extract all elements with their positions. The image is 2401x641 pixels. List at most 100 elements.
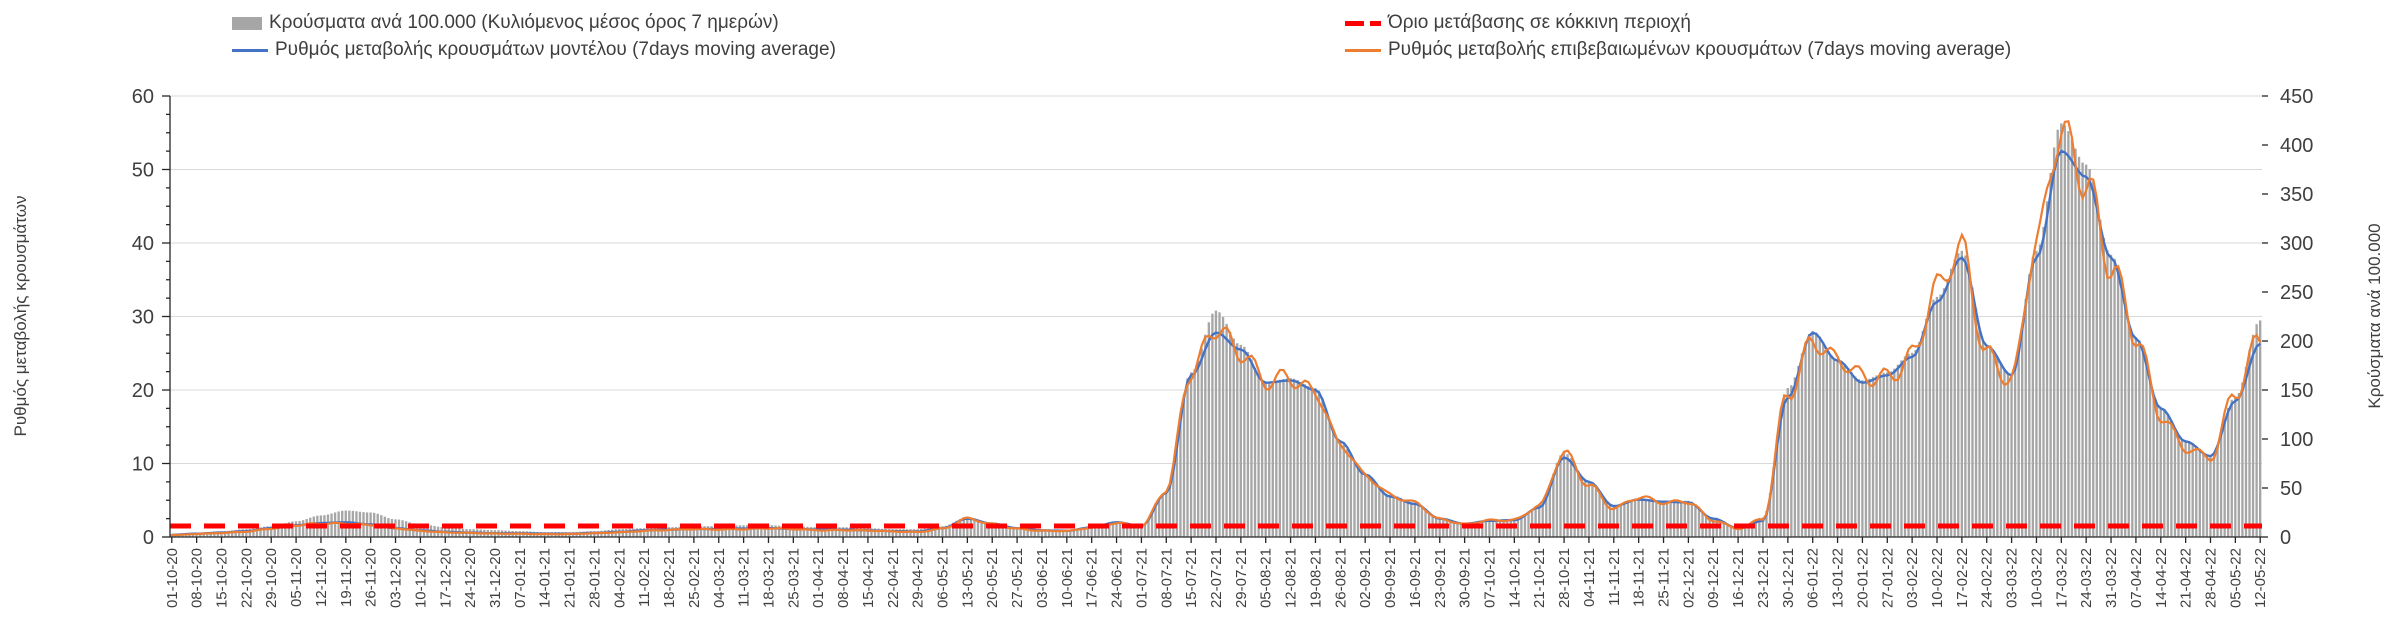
legend-label-model-rate: Ρυθμός μεταβολής κρουσμάτων μοντέλου (7d… [275,39,836,60]
confirmed-rate-line [171,120,2262,537]
svg-text:19-08-21: 19-08-21 [1307,548,1324,608]
svg-text:16-12-21: 16-12-21 [1730,548,1747,608]
svg-text:18-11-21: 18-11-21 [1631,548,1648,607]
red-dashed-swatch-icon [1345,20,1381,26]
svg-text:14-04-22: 14-04-22 [2153,548,2170,608]
svg-text:25-02-21: 25-02-21 [686,548,703,608]
right-axis-title: Κρούσματα ανά 100.000 [2365,223,2384,408]
svg-text:0: 0 [2280,527,2291,549]
svg-text:07-04-22: 07-04-22 [2128,548,2145,608]
svg-text:350: 350 [2280,184,2313,206]
svg-text:17-03-22: 17-03-22 [2053,548,2070,608]
svg-text:10-12-20: 10-12-20 [412,548,429,608]
svg-text:23-12-21: 23-12-21 [1755,548,1772,608]
svg-text:01-04-21: 01-04-21 [810,548,827,608]
svg-text:100: 100 [2280,429,2313,451]
svg-text:03-06-21: 03-06-21 [1034,548,1051,608]
svg-text:30-12-21: 30-12-21 [1780,548,1797,608]
svg-text:60: 60 [132,86,154,108]
svg-text:08-04-21: 08-04-21 [835,548,852,608]
svg-text:200: 200 [2280,331,2313,353]
svg-text:14-10-21: 14-10-21 [1506,548,1523,608]
legend-item-cases-per-100k: Κρούσματα ανά 100.000 (Κυλιόμενος μέσος … [232,12,779,34]
svg-text:15-10-20: 15-10-20 [214,548,231,608]
svg-text:04-11-21: 04-11-21 [1581,548,1598,607]
gray-bar-swatch-icon [232,16,262,30]
svg-text:30: 30 [132,307,154,329]
svg-text:10: 10 [132,454,154,476]
svg-text:09-12-21: 09-12-21 [1705,548,1722,608]
svg-text:25-03-21: 25-03-21 [785,548,802,608]
svg-text:26-08-21: 26-08-21 [1332,548,1349,608]
svg-text:20-05-21: 20-05-21 [984,548,1001,608]
svg-text:09-09-21: 09-09-21 [1382,548,1399,608]
svg-text:29-04-21: 29-04-21 [910,548,927,608]
svg-text:30-09-21: 30-09-21 [1457,548,1474,608]
legend-item-red-threshold: Όριο μετάβασης σε κόκκινη περιοχή [1345,12,1691,34]
svg-text:50: 50 [132,160,154,182]
svg-text:31-03-22: 31-03-22 [2103,548,2120,608]
svg-text:10-06-21: 10-06-21 [1059,548,1076,608]
svg-text:02-12-21: 02-12-21 [1680,548,1697,608]
svg-text:20: 20 [132,380,154,402]
svg-text:250: 250 [2280,282,2313,304]
svg-text:24-02-22: 24-02-22 [1979,548,1996,608]
svg-text:19-11-20: 19-11-20 [338,548,355,607]
svg-text:03-03-22: 03-03-22 [2004,548,2021,608]
svg-text:27-05-21: 27-05-21 [1009,548,1026,608]
svg-text:15-07-21: 15-07-21 [1183,548,1200,608]
svg-text:18-03-21: 18-03-21 [761,548,778,608]
svg-text:24-06-21: 24-06-21 [1109,548,1126,608]
svg-text:03-02-22: 03-02-22 [1904,548,1921,608]
svg-text:28-10-21: 28-10-21 [1556,548,1573,608]
svg-text:12-11-20: 12-11-20 [313,548,330,607]
legend-label-cases-per-100k: Κρούσματα ανά 100.000 (Κυλιόμενος μέσος … [269,12,779,33]
svg-text:26-11-20: 26-11-20 [363,548,380,607]
svg-text:17-12-20: 17-12-20 [437,548,454,608]
legend-item-confirmed-rate: Ρυθμός μεταβολής επιβεβαιωμένων κρουσμάτ… [1345,39,2011,61]
svg-text:28-04-22: 28-04-22 [2203,548,2220,608]
legend-label-red-threshold: Όριο μετάβασης σε κόκκινη περιοχή [1388,12,1691,33]
svg-text:07-10-21: 07-10-21 [1482,548,1499,608]
svg-text:12-08-21: 12-08-21 [1283,548,1300,608]
blue-line-swatch-icon [232,48,268,52]
svg-text:28-01-21: 28-01-21 [586,548,603,608]
svg-text:08-10-20: 08-10-20 [189,548,206,608]
svg-text:06-01-22: 06-01-22 [1805,548,1822,608]
svg-text:04-02-21: 04-02-21 [611,548,628,608]
axes [162,95,2268,543]
svg-text:05-08-21: 05-08-21 [1258,548,1275,608]
svg-text:11-03-21: 11-03-21 [736,548,753,607]
svg-text:17-06-21: 17-06-21 [1084,548,1101,608]
svg-text:11-02-21: 11-02-21 [636,548,653,607]
svg-text:22-04-21: 22-04-21 [885,548,902,608]
svg-text:21-10-21: 21-10-21 [1531,548,1548,608]
svg-text:07-01-21: 07-01-21 [512,548,529,608]
svg-text:14-01-21: 14-01-21 [537,548,554,608]
svg-text:27-01-22: 27-01-22 [1879,548,1896,608]
svg-text:08-07-21: 08-07-21 [1158,548,1175,608]
svg-text:04-03-21: 04-03-21 [711,548,728,608]
svg-text:22-10-20: 22-10-20 [238,548,255,608]
svg-text:12-05-22: 12-05-22 [2252,548,2269,608]
svg-text:13-05-21: 13-05-21 [959,548,976,608]
left-axis-title: Ρυθμός μεταβολής κρουσμάτων [11,196,30,437]
svg-text:17-02-22: 17-02-22 [1954,548,1971,608]
svg-text:02-09-21: 02-09-21 [1357,548,1374,608]
svg-text:150: 150 [2280,380,2313,402]
svg-text:01-07-21: 01-07-21 [1133,548,1150,608]
svg-text:400: 400 [2280,135,2313,157]
legend-label-confirmed-rate: Ρυθμός μεταβολής επιβεβαιωμένων κρουσμάτ… [1388,39,2012,60]
svg-text:21-01-21: 21-01-21 [562,548,579,608]
svg-text:06-05-21: 06-05-21 [935,548,952,608]
svg-text:18-02-21: 18-02-21 [661,548,678,608]
svg-text:24-03-22: 24-03-22 [2078,548,2095,608]
svg-text:10-02-22: 10-02-22 [1929,548,1946,608]
legend-item-model-rate: Ρυθμός μεταβολής κρουσμάτων μοντέλου (7d… [232,39,836,61]
svg-text:13-01-22: 13-01-22 [1830,548,1847,608]
svg-text:11-11-21: 11-11-21 [1606,548,1623,606]
svg-text:20-01-22: 20-01-22 [1854,548,1871,608]
svg-text:29-07-21: 29-07-21 [1233,548,1250,608]
